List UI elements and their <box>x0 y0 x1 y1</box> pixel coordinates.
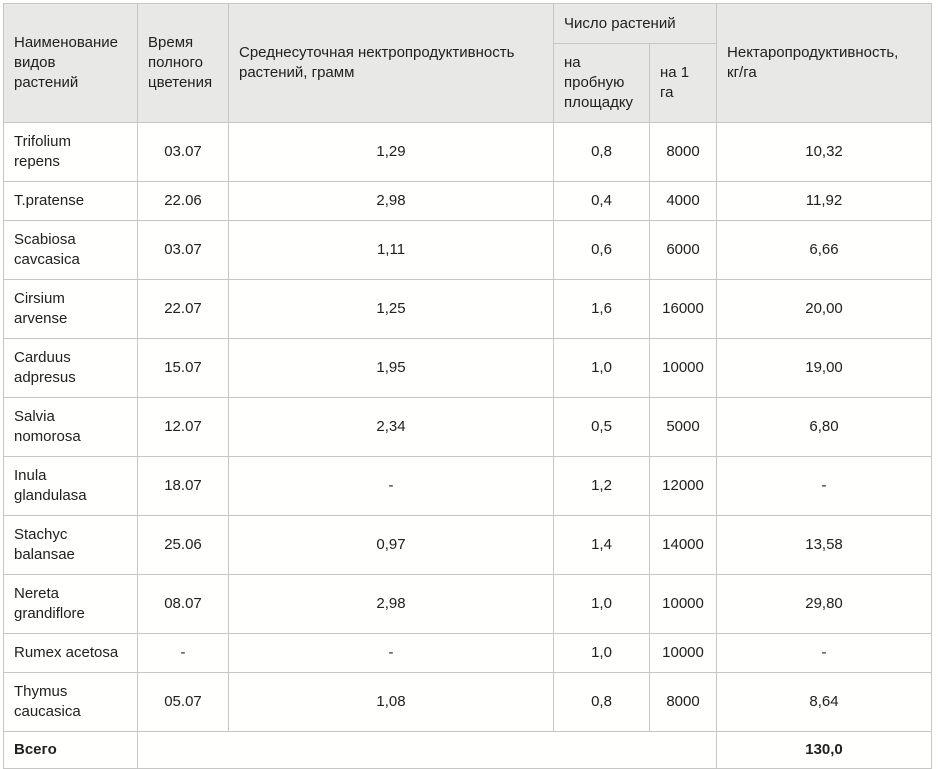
bloom-time-cell: 05.07 <box>137 672 229 732</box>
daily-nectar-cell: 1,95 <box>228 338 554 398</box>
nectar-productivity-cell: 8,64 <box>716 672 933 732</box>
daily-nectar-cell: 1,11 <box>228 220 554 280</box>
table-row: Stachyc balansae 25.06 0,97 1,4 14000 13… <box>3 515 933 575</box>
daily-nectar-cell: 2,34 <box>228 397 554 457</box>
table-body: Trifolium repens 03.07 1,29 0,8 8000 10,… <box>3 122 933 732</box>
table-row: Nereta grandiflore 08.07 2,98 1,0 10000 … <box>3 574 933 634</box>
daily-nectar-cell: 1,08 <box>228 672 554 732</box>
species-cell: Stachyc balansae <box>3 515 138 575</box>
per-plot-count-cell: 0,8 <box>553 122 650 182</box>
daily-nectar-cell: 2,98 <box>228 181 554 221</box>
nectar-productivity-table: Наименование видов растений Время полног… <box>3 3 933 769</box>
species-cell: T.pratense <box>3 181 138 221</box>
table-row: T.pratense 22.06 2,98 0,4 4000 11,92 <box>3 181 933 221</box>
species-cell: Salvia nomorosa <box>3 397 138 457</box>
per-plot-count-cell: 1,0 <box>553 633 650 673</box>
per-plot-count-cell: 0,5 <box>553 397 650 457</box>
col-header-species: Наименование видов растений <box>3 3 138 123</box>
daily-nectar-cell: - <box>228 456 554 516</box>
per-plot-count-cell: 1,6 <box>553 279 650 339</box>
nectar-productivity-cell: 11,92 <box>716 181 933 221</box>
per-plot-count-cell: 0,4 <box>553 181 650 221</box>
species-cell: Inula glandulasa <box>3 456 138 516</box>
per-plot-count-cell: 0,8 <box>553 672 650 732</box>
header-row-sub: на пробную площадку на 1 га <box>4 43 932 123</box>
daily-nectar-cell: - <box>228 633 554 673</box>
nectar-productivity-cell: - <box>716 456 933 516</box>
bloom-time-cell: 08.07 <box>137 574 229 634</box>
col-header-daily-nectar: Среднесуточная нектропродуктивность раст… <box>228 3 554 123</box>
col-header-nectar-productivity: Нектаропродуктивность, кг/га <box>716 3 933 123</box>
nectar-productivity-cell: 13,58 <box>716 515 933 575</box>
col-header-bloom-time: Время полного цветения <box>137 3 229 123</box>
per-plot-count-cell: 1,0 <box>553 338 650 398</box>
per-ha-count-cell: 10000 <box>648 574 718 634</box>
table-row: Carduus adpresus 15.07 1,95 1,0 10000 19… <box>3 338 933 398</box>
table-row: Inula glandulasa 18.07 - 1,2 12000 - <box>3 456 933 516</box>
daily-nectar-cell: 1,25 <box>228 279 554 339</box>
species-cell: Nereta grandiflore <box>3 574 138 634</box>
header-row-top: Наименование видов растений Время полног… <box>3 3 933 123</box>
table-header: Наименование видов растений Время полног… <box>3 3 933 123</box>
col-header-plant-count-group: Число растений <box>552 3 718 44</box>
table-row: Scabiosa cavcasica 03.07 1,11 0,6 6000 6… <box>3 220 933 280</box>
col-header-per-plot: на пробную площадку <box>553 43 650 123</box>
nectar-productivity-cell: 6,80 <box>716 397 933 457</box>
bloom-time-cell: 18.07 <box>137 456 229 516</box>
nectar-productivity-cell: 20,00 <box>716 279 933 339</box>
per-ha-count-cell: 4000 <box>648 181 718 221</box>
bloom-time-cell: 22.07 <box>137 279 229 339</box>
table-row: Trifolium repens 03.07 1,29 0,8 8000 10,… <box>3 122 933 182</box>
per-ha-count-cell: 10000 <box>648 633 718 673</box>
per-ha-count-cell: 16000 <box>648 279 718 339</box>
per-plot-count-cell: 0,6 <box>553 220 650 280</box>
table-row: Rumex acetosa - - 1,0 10000 - <box>3 633 933 673</box>
species-cell: Thymus caucasica <box>3 672 138 732</box>
species-cell: Trifolium repens <box>3 122 138 182</box>
species-cell: Cirsium arvense <box>3 279 138 339</box>
per-plot-count-cell: 1,2 <box>553 456 650 516</box>
per-ha-count-cell: 14000 <box>648 515 718 575</box>
col-header-per-ha: на 1 га <box>648 43 718 123</box>
daily-nectar-cell: 0,97 <box>228 515 554 575</box>
daily-nectar-cell: 2,98 <box>228 574 554 634</box>
bloom-time-cell: 22.06 <box>137 181 229 221</box>
bloom-time-cell: 03.07 <box>137 220 229 280</box>
nectar-productivity-cell: 29,80 <box>716 574 933 634</box>
per-ha-count-cell: 6000 <box>648 220 718 280</box>
table-row: Thymus caucasica 05.07 1,08 0,8 8000 8,6… <box>3 672 933 732</box>
nectar-productivity-cell: - <box>716 633 933 673</box>
bloom-time-cell: 15.07 <box>137 338 229 398</box>
per-ha-count-cell: 12000 <box>648 456 718 516</box>
per-ha-count-cell: 8000 <box>648 672 718 732</box>
per-ha-count-cell: 8000 <box>648 122 718 182</box>
species-cell: Rumex acetosa <box>3 633 138 673</box>
bloom-time-cell: 12.07 <box>137 397 229 457</box>
per-plot-count-cell: 1,4 <box>553 515 650 575</box>
nectar-productivity-cell: 19,00 <box>716 338 933 398</box>
per-plot-count-cell: 1,0 <box>553 574 650 634</box>
per-ha-count-cell: 10000 <box>648 338 718 398</box>
bloom-time-cell: 03.07 <box>137 122 229 182</box>
nectar-productivity-cell: 10,32 <box>716 122 933 182</box>
bloom-time-cell: - <box>137 633 229 673</box>
daily-nectar-cell: 1,29 <box>228 122 554 182</box>
per-ha-count-cell: 5000 <box>648 397 718 457</box>
table-row: Cirsium arvense 22.07 1,25 1,6 16000 20,… <box>3 279 933 339</box>
bloom-time-cell: 25.06 <box>137 515 229 575</box>
nectar-productivity-cell: 6,66 <box>716 220 933 280</box>
species-cell: Scabiosa cavcasica <box>3 220 138 280</box>
species-cell: Carduus adpresus <box>3 338 138 398</box>
table-row: Salvia nomorosa 12.07 2,34 0,5 5000 6,80 <box>3 397 933 457</box>
